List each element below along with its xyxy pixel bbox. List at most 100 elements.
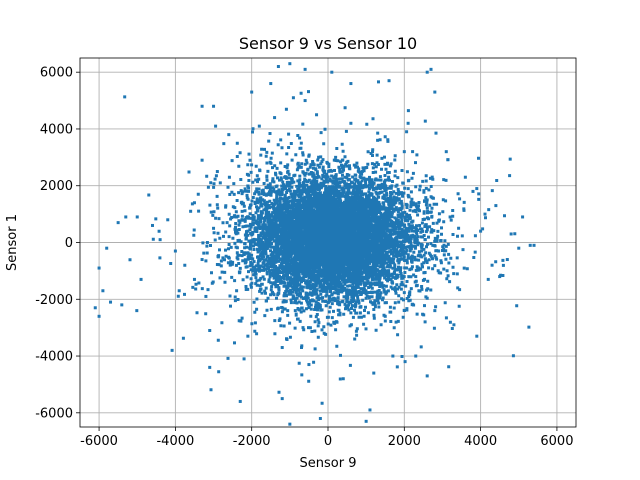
x-tick-label: -2000 bbox=[233, 434, 271, 449]
data-point bbox=[360, 170, 364, 174]
data-point bbox=[341, 377, 345, 381]
data-point bbox=[315, 113, 319, 117]
data-point bbox=[402, 150, 406, 154]
data-point bbox=[269, 82, 273, 86]
data-point bbox=[257, 124, 261, 128]
data-point bbox=[532, 243, 536, 247]
data-point bbox=[303, 67, 307, 71]
data-point bbox=[192, 277, 196, 281]
point-cloud bbox=[120, 80, 531, 405]
data-point bbox=[376, 138, 380, 142]
data-point bbox=[288, 62, 292, 66]
data-point bbox=[509, 232, 513, 236]
data-point bbox=[116, 221, 120, 225]
data-point bbox=[330, 70, 334, 74]
data-point bbox=[448, 215, 452, 219]
data-point bbox=[318, 416, 322, 420]
y-tick-label: 0 bbox=[65, 236, 73, 251]
data-point bbox=[425, 374, 429, 378]
data-point bbox=[517, 246, 521, 250]
data-point bbox=[124, 215, 128, 219]
data-point bbox=[212, 226, 216, 230]
data-point bbox=[196, 192, 200, 196]
data-point bbox=[414, 275, 418, 279]
data-point bbox=[189, 209, 193, 213]
data-point bbox=[288, 422, 292, 426]
data-point bbox=[204, 294, 208, 298]
chart-title: Sensor 9 vs Sensor 10 bbox=[239, 34, 417, 53]
data-point bbox=[177, 289, 181, 293]
data-point bbox=[97, 266, 101, 270]
data-point bbox=[353, 337, 357, 341]
data-point bbox=[139, 277, 143, 281]
data-point bbox=[372, 371, 376, 375]
data-point bbox=[227, 133, 231, 137]
y-tick-label: -4000 bbox=[35, 350, 73, 365]
data-point bbox=[521, 215, 525, 219]
data-point bbox=[475, 334, 479, 338]
data-points bbox=[93, 62, 536, 426]
y-tick-label: 2000 bbox=[40, 179, 73, 194]
data-point bbox=[238, 399, 242, 403]
data-point bbox=[444, 150, 448, 154]
data-point bbox=[299, 141, 303, 145]
y-axis-ticks: -6000 -4000 -2000 0 2000 4000 6000 bbox=[35, 66, 80, 421]
data-point bbox=[105, 246, 109, 250]
x-tick-label: -4000 bbox=[156, 434, 194, 449]
data-point bbox=[231, 260, 235, 264]
data-point bbox=[250, 90, 254, 94]
data-point bbox=[97, 314, 101, 318]
data-point bbox=[200, 258, 204, 262]
data-point bbox=[486, 277, 490, 281]
x-tick-label: 2000 bbox=[388, 434, 421, 449]
data-point bbox=[215, 170, 219, 174]
data-point bbox=[364, 419, 368, 423]
data-point bbox=[425, 198, 429, 202]
data-point bbox=[475, 187, 479, 191]
x-tick-label: -6000 bbox=[80, 434, 118, 449]
data-point bbox=[391, 354, 395, 358]
y-tick-label: 6000 bbox=[40, 66, 73, 81]
data-point bbox=[479, 229, 483, 233]
data-point bbox=[414, 354, 418, 358]
data-point bbox=[490, 263, 494, 267]
data-point bbox=[212, 104, 216, 108]
y-tick-label: -2000 bbox=[35, 293, 73, 308]
data-point bbox=[318, 306, 322, 310]
data-point bbox=[280, 346, 284, 350]
data-point bbox=[528, 243, 532, 247]
data-point bbox=[406, 121, 410, 125]
data-point bbox=[265, 161, 269, 165]
data-point bbox=[150, 223, 154, 227]
data-point bbox=[166, 218, 170, 222]
data-point bbox=[173, 249, 177, 253]
data-point bbox=[208, 328, 212, 332]
data-point bbox=[433, 309, 437, 313]
data-point bbox=[273, 116, 277, 120]
data-point bbox=[200, 158, 204, 162]
data-point bbox=[242, 357, 246, 361]
y-tick-label: -6000 bbox=[35, 406, 73, 421]
data-point bbox=[437, 249, 441, 253]
data-point bbox=[223, 280, 227, 284]
data-point bbox=[307, 363, 311, 367]
data-point bbox=[192, 201, 196, 205]
data-point bbox=[429, 67, 433, 71]
x-axis-ticks: -6000 -4000 -2000 0 2000 4000 6000 bbox=[80, 427, 573, 449]
data-point bbox=[471, 189, 475, 193]
data-point bbox=[135, 215, 139, 219]
x-tick-label: 0 bbox=[324, 434, 332, 449]
data-point bbox=[303, 99, 307, 103]
data-point bbox=[452, 323, 456, 327]
y-tick-label: 4000 bbox=[40, 122, 73, 137]
data-point bbox=[387, 79, 391, 83]
data-point bbox=[276, 65, 280, 69]
data-point bbox=[334, 155, 338, 159]
data-point bbox=[494, 204, 498, 208]
x-axis-title: Sensor 9 bbox=[300, 456, 357, 471]
data-point bbox=[93, 306, 97, 310]
data-point bbox=[200, 104, 204, 108]
data-point bbox=[109, 300, 113, 304]
data-point bbox=[208, 365, 212, 369]
